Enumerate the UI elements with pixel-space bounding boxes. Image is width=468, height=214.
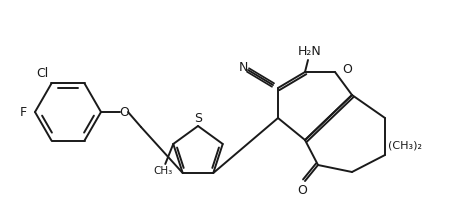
Text: S: S [194, 111, 202, 125]
Text: Cl: Cl [36, 67, 49, 80]
Text: H₂N: H₂N [298, 45, 322, 58]
Text: O: O [297, 183, 307, 196]
Text: (CH₃)₂: (CH₃)₂ [388, 140, 422, 150]
Text: O: O [342, 62, 352, 76]
Text: O: O [119, 106, 129, 119]
Text: CH₃: CH₃ [154, 166, 173, 176]
Text: F: F [20, 106, 27, 119]
Text: N: N [238, 61, 248, 73]
